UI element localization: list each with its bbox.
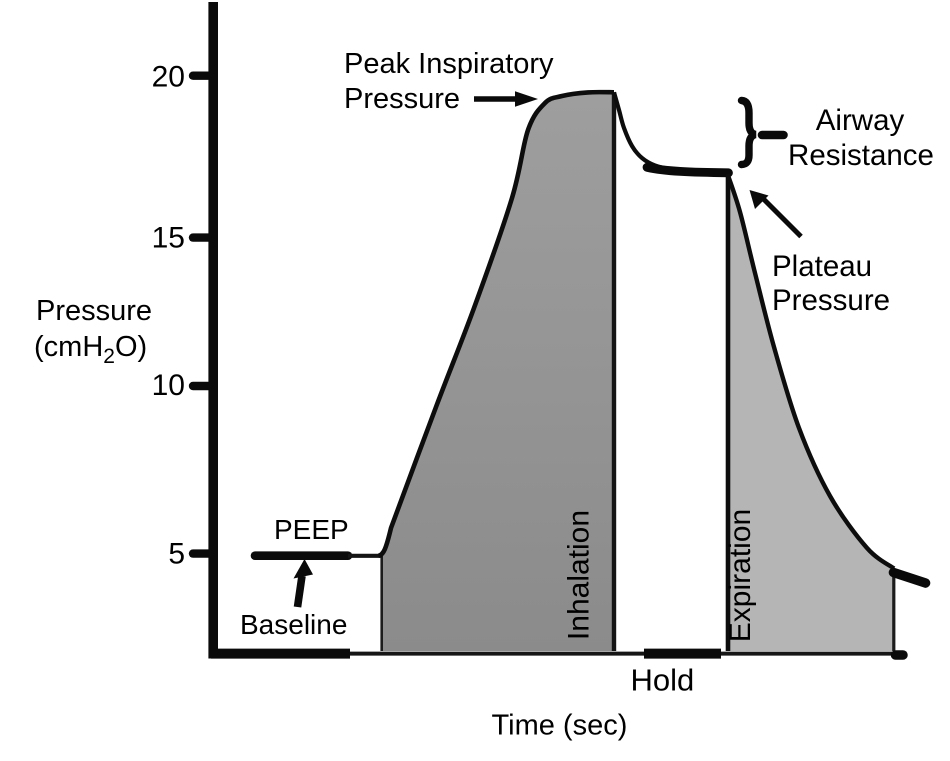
- svg-text:Expiration: Expiration: [724, 509, 757, 642]
- svg-text:Time (sec): Time (sec): [492, 710, 628, 742]
- svg-text:Hold: Hold: [631, 663, 695, 698]
- svg-text:Pressure: Pressure: [772, 284, 890, 317]
- svg-text:15: 15: [152, 222, 185, 255]
- svg-text:Peak Inspiratory: Peak Inspiratory: [344, 48, 554, 80]
- svg-text:10: 10: [152, 369, 185, 402]
- svg-text:20: 20: [152, 61, 185, 94]
- svg-text:Plateau: Plateau: [772, 250, 872, 283]
- svg-text:Inhalation: Inhalation: [563, 510, 596, 640]
- svg-text:(cmH2O): (cmH2O): [34, 331, 147, 368]
- svg-text:PEEP: PEEP: [274, 514, 349, 545]
- svg-text:5: 5: [168, 537, 185, 570]
- svg-text:Baseline: Baseline: [240, 609, 347, 640]
- svg-text:Pressure: Pressure: [344, 83, 460, 115]
- svg-text:Resistance: Resistance: [788, 139, 934, 172]
- svg-text:Pressure: Pressure: [36, 295, 152, 327]
- svg-text:Airway: Airway: [816, 104, 905, 137]
